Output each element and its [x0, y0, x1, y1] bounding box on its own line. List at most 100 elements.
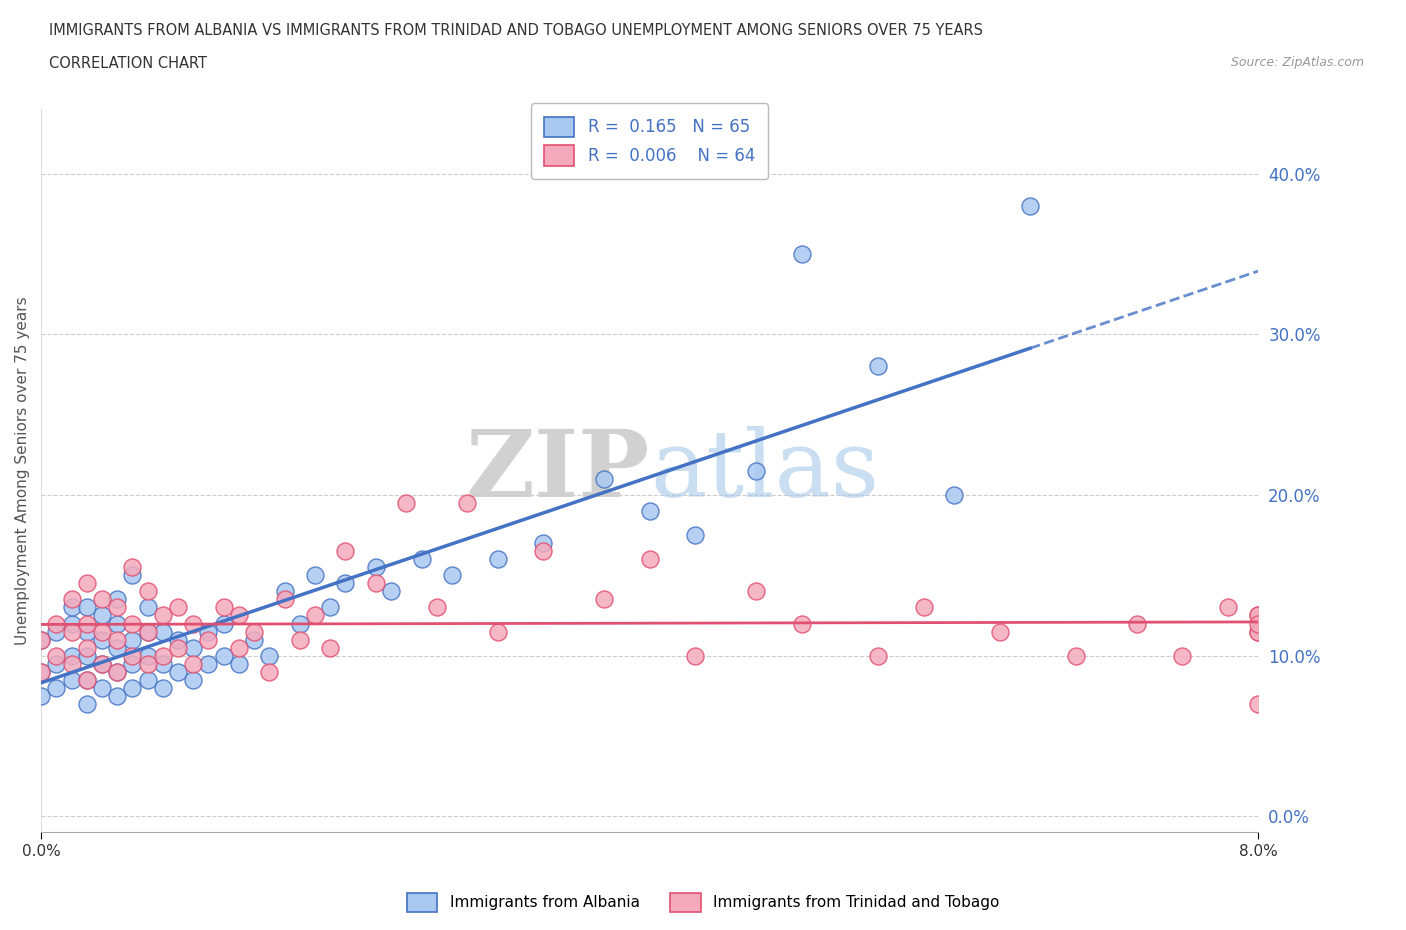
Point	[1216, 600, 1239, 615]
Point	[273, 584, 295, 599]
Point	[243, 632, 266, 647]
Point	[197, 624, 219, 639]
Point	[136, 624, 159, 639]
Point	[152, 657, 174, 671]
Point	[60, 657, 83, 671]
Point	[212, 600, 235, 615]
Point	[30, 632, 52, 647]
Point	[76, 640, 98, 655]
Point	[167, 600, 190, 615]
Point	[121, 657, 143, 671]
Point	[1019, 198, 1042, 213]
Point	[228, 657, 250, 671]
Point	[91, 632, 114, 647]
Point	[228, 608, 250, 623]
Point	[638, 504, 661, 519]
Point	[91, 608, 114, 623]
Point	[76, 672, 98, 687]
Point	[76, 576, 98, 591]
Point	[105, 664, 128, 679]
Point	[988, 624, 1011, 639]
Point	[1125, 616, 1147, 631]
Point	[868, 648, 890, 663]
Point	[486, 624, 509, 639]
Point	[486, 551, 509, 566]
Point	[197, 632, 219, 647]
Point	[91, 681, 114, 696]
Point	[91, 657, 114, 671]
Point	[531, 536, 554, 551]
Point	[91, 657, 114, 671]
Point	[212, 648, 235, 663]
Point	[1064, 648, 1087, 663]
Point	[105, 640, 128, 655]
Point	[259, 664, 281, 679]
Point	[121, 560, 143, 575]
Point	[60, 600, 83, 615]
Point	[745, 584, 768, 599]
Point	[45, 681, 67, 696]
Point	[181, 657, 204, 671]
Point	[76, 697, 98, 711]
Point	[105, 664, 128, 679]
Y-axis label: Unemployment Among Seniors over 75 years: Unemployment Among Seniors over 75 years	[15, 297, 30, 645]
Point	[60, 616, 83, 631]
Point	[30, 632, 52, 647]
Point	[152, 681, 174, 696]
Point	[319, 600, 342, 615]
Point	[136, 657, 159, 671]
Point	[288, 632, 311, 647]
Point	[45, 616, 67, 631]
Point	[105, 688, 128, 703]
Point	[136, 584, 159, 599]
Point	[121, 568, 143, 583]
Point	[181, 616, 204, 631]
Point	[45, 648, 67, 663]
Point	[105, 616, 128, 631]
Point	[212, 616, 235, 631]
Point	[181, 640, 204, 655]
Point	[152, 624, 174, 639]
Text: Source: ZipAtlas.com: Source: ZipAtlas.com	[1230, 56, 1364, 69]
Point	[60, 672, 83, 687]
Point	[30, 664, 52, 679]
Text: CORRELATION CHART: CORRELATION CHART	[49, 56, 207, 71]
Point	[440, 568, 463, 583]
Point	[638, 551, 661, 566]
Point	[136, 648, 159, 663]
Point	[105, 632, 128, 647]
Point	[335, 544, 357, 559]
Point	[197, 657, 219, 671]
Point	[593, 592, 616, 607]
Point	[76, 648, 98, 663]
Point	[1247, 624, 1270, 639]
Point	[1247, 608, 1270, 623]
Point	[91, 624, 114, 639]
Point	[60, 648, 83, 663]
Point	[1247, 608, 1270, 623]
Point	[790, 246, 813, 261]
Point	[45, 624, 67, 639]
Point	[60, 592, 83, 607]
Point	[152, 608, 174, 623]
Point	[76, 616, 98, 631]
Point	[1171, 648, 1194, 663]
Point	[380, 584, 402, 599]
Point	[121, 681, 143, 696]
Point	[30, 664, 52, 679]
Point	[319, 640, 342, 655]
Point	[395, 496, 418, 511]
Point	[167, 640, 190, 655]
Point	[60, 624, 83, 639]
Point	[167, 632, 190, 647]
Point	[259, 648, 281, 663]
Point	[167, 664, 190, 679]
Text: ZIP: ZIP	[465, 426, 650, 516]
Point	[790, 616, 813, 631]
Point	[943, 487, 966, 502]
Point	[868, 359, 890, 374]
Point	[912, 600, 935, 615]
Point	[685, 527, 707, 542]
Point	[76, 672, 98, 687]
Text: atlas: atlas	[650, 426, 879, 516]
